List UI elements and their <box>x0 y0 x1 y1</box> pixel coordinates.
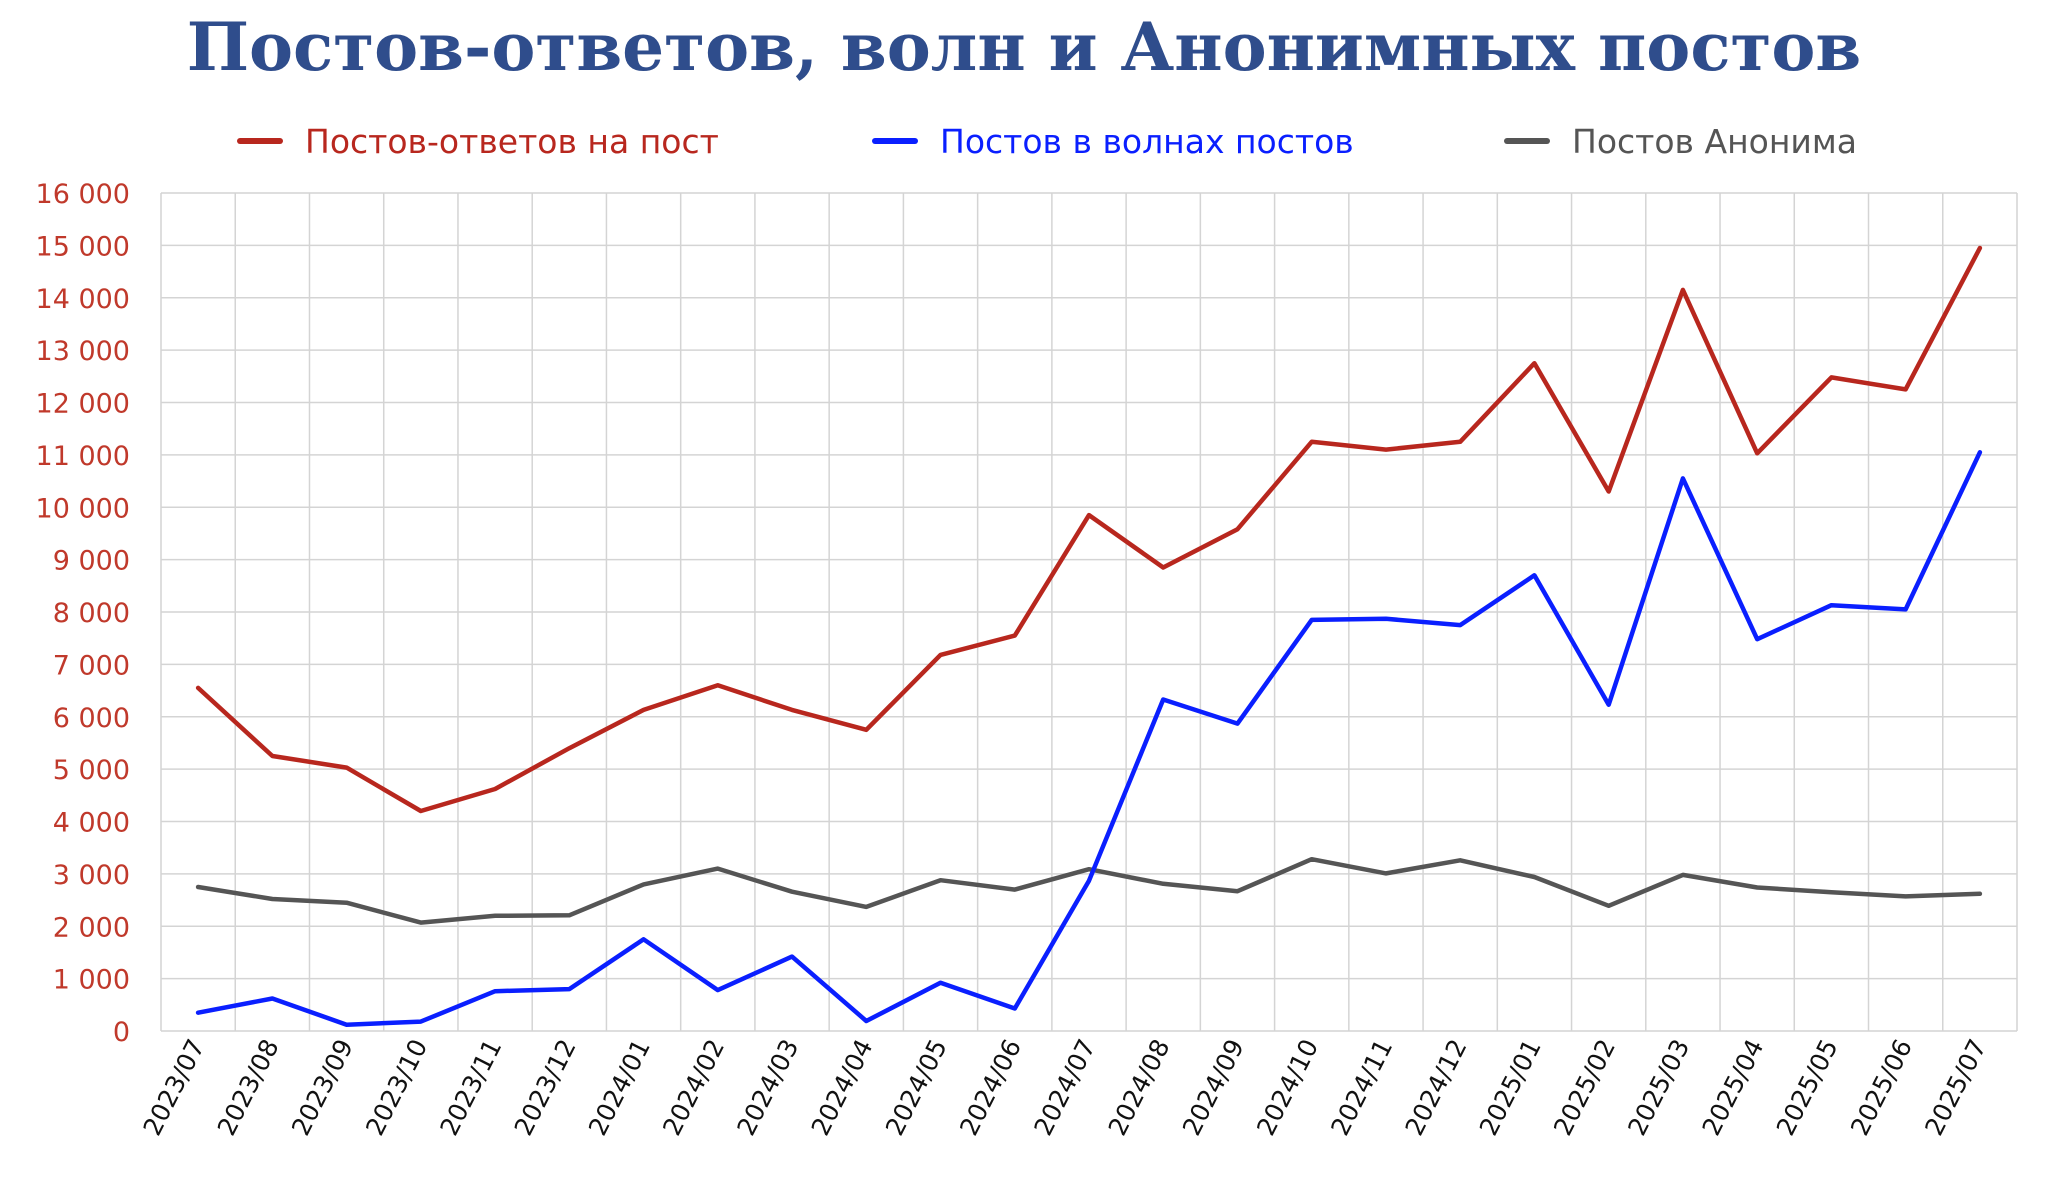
y-tick-label: 7 000 <box>53 650 130 681</box>
x-tick-label: 2025/03 <box>1622 1035 1695 1141</box>
x-tick-label: 2025/06 <box>1845 1035 1918 1141</box>
series-line <box>195 856 1983 925</box>
x-tick-label: 2024/11 <box>1325 1035 1398 1141</box>
y-tick-label: 11 000 <box>36 441 130 472</box>
series-line <box>195 245 1983 814</box>
y-tick-label: 2 000 <box>53 912 130 943</box>
x-tick-label: 2023/12 <box>509 1035 582 1141</box>
x-tick-label: 2025/01 <box>1474 1035 1547 1141</box>
x-tick-label: 2024/07 <box>1028 1035 1101 1141</box>
y-tick-label: 15 000 <box>36 231 130 262</box>
series-lines <box>195 245 1983 1027</box>
x-tick-label: 2025/05 <box>1771 1035 1844 1141</box>
legend-entry: Постов Анонима <box>1572 122 1857 161</box>
x-tick-label: 2024/10 <box>1251 1035 1324 1141</box>
y-axis-ticks: 0 1 000 2 000 3 000 4 000 5 000 6 000 7 000 8 00… <box>36 179 130 1048</box>
x-tick-label: 2024/09 <box>1177 1035 1250 1141</box>
x-tick-label: 2023/08 <box>212 1035 285 1141</box>
x-tick-label: 2024/01 <box>583 1035 656 1141</box>
y-tick-label: 10 000 <box>36 493 130 524</box>
y-tick-label: 13 000 <box>36 336 130 367</box>
legend: Постов-ответов на пост Постов в волнах по… <box>237 122 1857 161</box>
x-tick-label: 2025/04 <box>1697 1035 1770 1141</box>
y-tick-label: 0 <box>113 1017 130 1048</box>
y-tick-label: 16 000 <box>36 179 130 210</box>
y-tick-label: 5 000 <box>53 755 130 786</box>
y-tick-label: 3 000 <box>53 860 130 891</box>
series-line <box>195 450 1983 1027</box>
x-tick-label: 2023/10 <box>360 1035 433 1141</box>
legend-entry: Постов в волнах постов <box>940 122 1354 161</box>
x-tick-label: 2024/03 <box>731 1035 804 1141</box>
y-tick-label: 1 000 <box>53 965 130 996</box>
x-tick-label: 2024/12 <box>1400 1035 1473 1141</box>
legend-entry: Постов-ответов на пост <box>305 122 719 161</box>
x-tick-label: 2023/09 <box>286 1035 359 1141</box>
x-tick-label: 2024/02 <box>657 1035 730 1141</box>
x-tick-label: 2025/07 <box>1919 1035 1992 1141</box>
x-tick-label: 2024/04 <box>806 1035 879 1141</box>
y-tick-label: 9 000 <box>53 546 130 577</box>
y-tick-label: 6 000 <box>53 703 130 734</box>
x-tick-label: 2024/05 <box>880 1035 953 1141</box>
y-tick-label: 14 000 <box>36 284 130 315</box>
x-tick-label: 2023/07 <box>137 1035 210 1141</box>
x-tick-label: 2024/06 <box>954 1035 1027 1141</box>
grid-lines <box>160 192 2018 1032</box>
chart-title: Постов-ответов, волн и Анонимных постов <box>186 8 1862 86</box>
x-axis-ticks: 2023/07 2023/08 2023/09 2023/10 2023/11 2023/… <box>137 1035 1992 1141</box>
y-tick-label: 4 000 <box>53 808 130 839</box>
x-tick-label: 2025/02 <box>1548 1035 1621 1141</box>
x-tick-label: 2023/11 <box>434 1035 507 1141</box>
y-tick-label: 12 000 <box>36 389 130 420</box>
y-tick-label: 8 000 <box>53 598 130 629</box>
x-tick-label: 2024/08 <box>1103 1035 1176 1141</box>
